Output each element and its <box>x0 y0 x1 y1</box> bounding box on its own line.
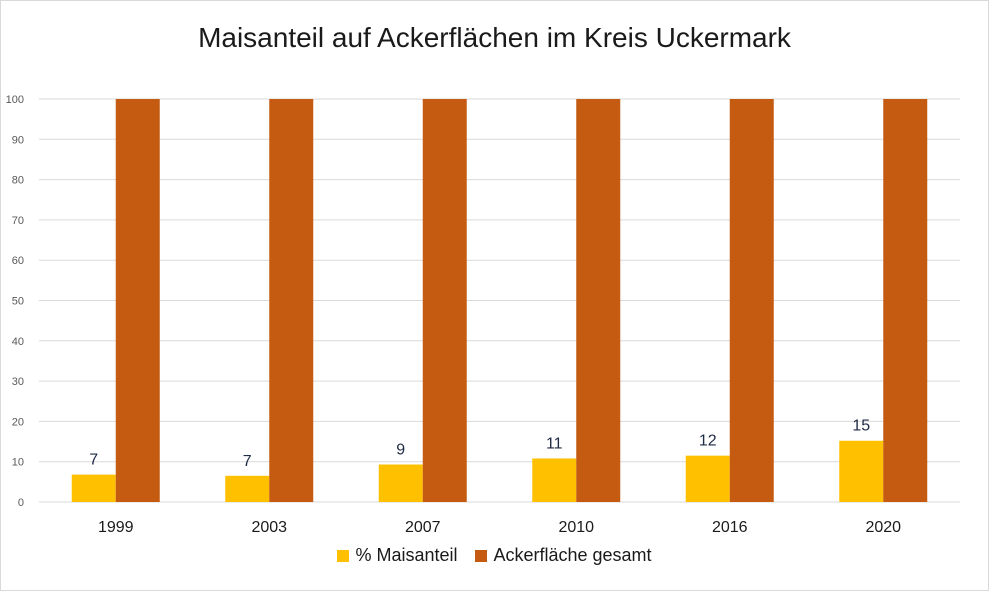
x-tick-label: 2016 <box>712 519 748 536</box>
y-tick-label: 20 <box>12 416 24 428</box>
bar-ackerflaeche <box>422 99 467 502</box>
bar-ackerflaeche <box>576 99 621 502</box>
legend: % Maisanteil Ackerfläche gesamt <box>0 545 989 566</box>
legend-swatch-ackerflaeche <box>475 549 488 562</box>
x-tick-label: 2020 <box>865 519 901 536</box>
y-tick-label: 70 <box>12 215 24 227</box>
y-tick-label: 30 <box>12 376 24 388</box>
y-tick-label: 90 <box>12 134 24 146</box>
bar-ackerflaeche <box>269 99 314 502</box>
y-tick-label: 50 <box>12 296 24 308</box>
y-tick-label: 0 <box>18 497 24 509</box>
x-tick-label: 2010 <box>558 519 594 536</box>
bar-ackerflaeche <box>883 99 928 502</box>
legend-item-maisanteil: % Maisanteil <box>337 545 457 566</box>
bar-maisanteil <box>225 475 270 502</box>
bar-maisanteil <box>532 458 577 502</box>
x-tick-label: 1999 <box>98 519 134 536</box>
y-tick-label: 10 <box>12 457 24 469</box>
legend-item-ackerflaeche: Ackerfläche gesamt <box>475 545 652 566</box>
y-tick-label: 60 <box>12 255 24 267</box>
bar-ackerflaeche <box>115 99 160 502</box>
data-label: 15 <box>852 418 870 435</box>
y-tick-label: 100 <box>6 94 24 106</box>
data-label: 9 <box>396 442 405 459</box>
bar-maisanteil <box>71 474 116 502</box>
y-tick-label: 80 <box>12 175 24 187</box>
chart-title: Maisanteil auf Ackerflächen im Kreis Uck… <box>198 22 791 53</box>
bar-maisanteil <box>839 440 884 502</box>
data-label: 12 <box>699 433 717 450</box>
bar-maisanteil <box>378 464 423 502</box>
legend-label-maisanteil: % Maisanteil <box>355 545 458 565</box>
bar-ackerflaeche <box>729 99 774 502</box>
x-tick-label: 2007 <box>405 519 441 536</box>
y-tick-label: 40 <box>12 336 24 348</box>
legend-label-ackerflaeche: Ackerfläche gesamt <box>493 545 652 565</box>
data-label: 7 <box>243 453 252 470</box>
legend-swatch-maisanteil <box>337 549 350 562</box>
x-tick-label: 2003 <box>251 519 287 536</box>
data-label: 11 <box>546 435 563 452</box>
data-label: 7 <box>89 452 98 469</box>
bar-maisanteil <box>685 455 730 502</box>
